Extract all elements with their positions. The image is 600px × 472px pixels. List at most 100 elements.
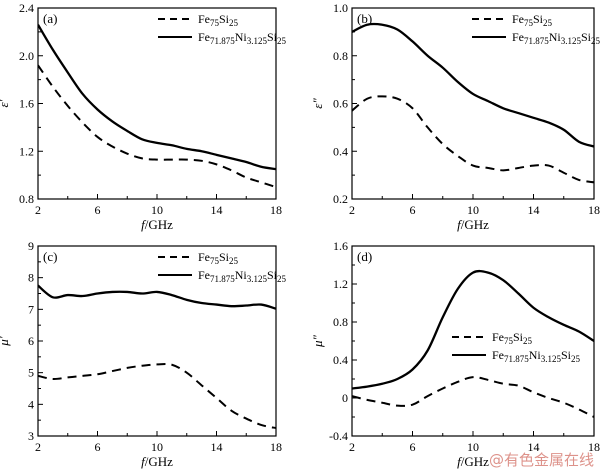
- x-axis-label-symbol: f: [141, 454, 147, 469]
- x-tick-label: 2: [349, 203, 355, 217]
- y-tick-label: 3: [28, 429, 34, 443]
- legend-subscript: 25: [277, 36, 287, 46]
- y-tick-label: 0.6: [333, 97, 348, 111]
- series-line-fe75si25: [352, 95, 594, 184]
- y-axis-label: μ′: [0, 336, 11, 347]
- x-tick-label: 18: [270, 440, 282, 454]
- x-tick-label: 10: [467, 203, 479, 217]
- legend-element: Ni: [549, 30, 562, 44]
- legend-subscript: 3.125: [247, 274, 268, 284]
- x-axis-label-symbol: f: [457, 217, 463, 232]
- legend-element: Si: [267, 30, 278, 44]
- legend-label: Fe75Si25: [198, 250, 239, 266]
- legend-element: Si: [513, 330, 524, 344]
- x-tick-label: 2: [35, 203, 41, 217]
- legend-label: Fe71.875Ni3.125Si25: [512, 30, 600, 46]
- x-tick-label: 10: [467, 440, 479, 454]
- x-tick-label: 6: [410, 203, 416, 217]
- legend-subscript: 71.875: [504, 354, 529, 364]
- y-tick-label: 0.4: [333, 353, 348, 367]
- legend-subscript: 3.125: [561, 36, 582, 46]
- y-tick-label: 2.0: [19, 49, 34, 63]
- y-tick-label: 0.8: [333, 49, 348, 63]
- y-axis-label: ε″: [310, 98, 325, 109]
- y-tick-label: 6: [28, 334, 34, 348]
- legend-element: Si: [561, 348, 572, 362]
- x-axis-label-unit: /GHz: [461, 217, 489, 232]
- legend-subscript: 25: [591, 36, 600, 46]
- y-tick-label: 1.2: [333, 277, 348, 291]
- x-axis-label-symbol: f: [141, 217, 147, 232]
- y-tick-label: 0.8: [333, 315, 348, 329]
- series-line-fe75si25: [38, 363, 276, 430]
- x-axis-label-unit: /GHz: [145, 217, 173, 232]
- legend-element: Ni: [235, 30, 248, 44]
- x-tick-label: 2: [349, 440, 355, 454]
- x-tick-label: 10: [151, 203, 163, 217]
- y-tick-label: 9: [28, 239, 34, 253]
- x-tick-label: 18: [588, 440, 600, 454]
- legend-label: Fe75Si25: [512, 12, 553, 28]
- legend-subscript: 75: [524, 18, 534, 28]
- legend-element: Fe: [512, 30, 524, 44]
- legend-label: Fe75Si25: [492, 330, 533, 346]
- legend-element: Ni: [529, 348, 542, 362]
- legend-label: Fe71.875Ni3.125Si25: [198, 30, 287, 46]
- y-tick-label: 0.8: [19, 192, 34, 206]
- y-tick-label: 1.6: [333, 239, 348, 253]
- series-line-fe71875ni3125si25: [352, 269, 594, 390]
- legend-subscript: 25: [229, 18, 239, 28]
- y-tick-label: 8: [28, 271, 34, 285]
- legend-element: Fe: [492, 348, 504, 362]
- panel-d: 2 6 10 14 18-0.400.40.81.21.6f/GHzμ″(d)Fe75S…: [310, 239, 600, 469]
- x-tick-label: 14: [211, 203, 223, 217]
- x-tick-label: 6: [410, 440, 416, 454]
- y-tick-label: 0: [342, 391, 348, 405]
- y-tick-label: 1.0: [333, 1, 348, 15]
- y-tick-label: 1.6: [19, 97, 34, 111]
- legend-subscript: 71.875: [210, 36, 235, 46]
- x-tick-label: 2: [35, 440, 41, 454]
- x-axis-label-symbol: f: [457, 454, 463, 469]
- y-tick-label: 1.2: [19, 144, 34, 158]
- x-axis-label-unit: /GHz: [145, 454, 173, 469]
- x-tick-label: 14: [528, 203, 540, 217]
- legend-subscript: 25: [543, 18, 553, 28]
- legend-element: Si: [267, 268, 278, 282]
- x-tick-label: 6: [95, 440, 101, 454]
- legend-subscript: 75: [210, 256, 220, 266]
- watermark-text: @有色金属在线: [488, 451, 594, 469]
- series-line-fe71875ni3125si25: [38, 24, 276, 171]
- series-line-fe71875ni3125si25: [38, 284, 276, 310]
- legend-element: Fe: [198, 12, 210, 26]
- y-axis-label: μ″: [310, 334, 325, 348]
- y-axis-label: ε′: [0, 99, 11, 107]
- x-axis-label: f/GHz: [457, 217, 489, 232]
- y-tick-label: 0.4: [333, 144, 348, 158]
- legend-subscript: 25: [277, 274, 287, 284]
- legend-subscript: 25: [229, 256, 239, 266]
- legend-element: Ni: [235, 268, 248, 282]
- legend-element: Si: [533, 12, 544, 26]
- x-tick-label: 18: [270, 203, 282, 217]
- legend-subscript: 71.875: [524, 36, 549, 46]
- y-tick-label: 7: [28, 302, 34, 316]
- x-tick-label: 6: [95, 203, 101, 217]
- x-axis-label: f/GHz: [141, 217, 173, 232]
- y-tick-label: 0.2: [333, 192, 348, 206]
- legend-element: Fe: [492, 330, 504, 344]
- x-tick-label: 14: [211, 440, 223, 454]
- legend-subscript: 25: [571, 354, 581, 364]
- legend-subscript: 25: [523, 336, 533, 346]
- legend-subscript: 3.125: [247, 36, 268, 46]
- legend-element: Si: [219, 12, 230, 26]
- x-tick-label: 18: [588, 203, 600, 217]
- x-tick-label: 10: [151, 440, 163, 454]
- legend-label: Fe71.875Ni3.125Si25: [198, 268, 287, 284]
- series-line-fe75si25: [352, 376, 594, 418]
- y-tick-label: 5: [28, 366, 34, 380]
